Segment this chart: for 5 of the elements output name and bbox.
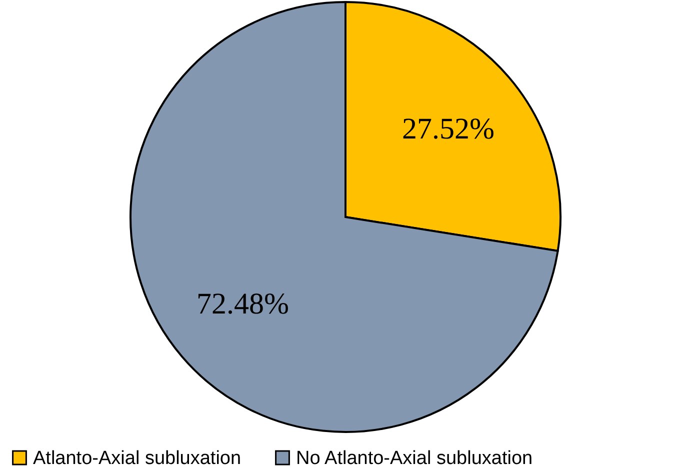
data-label: 72.48%	[196, 288, 290, 321]
pie-slice	[130, 1, 559, 433]
legend-label: Atlanto-Axial subluxation	[33, 448, 242, 469]
legend-label: No Atlanto-Axial subluxation	[296, 448, 533, 469]
data-label: 27.52%	[402, 112, 494, 146]
